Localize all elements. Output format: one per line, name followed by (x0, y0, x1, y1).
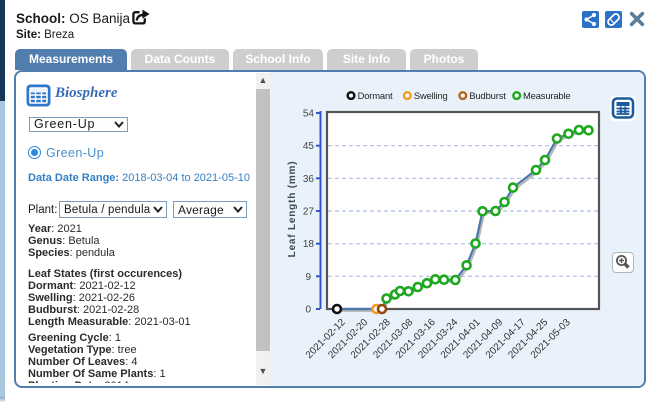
svg-text:9: 9 (305, 272, 311, 283)
svg-text:54: 54 (303, 109, 315, 120)
svg-text:18: 18 (303, 239, 315, 250)
svg-text:27: 27 (303, 207, 315, 218)
svg-text:Measurable: Measurable (523, 90, 571, 101)
svg-text:0: 0 (305, 305, 311, 316)
svg-text:Leaf Length (mm): Leaf Length (mm) (287, 161, 298, 258)
svg-text:Dormant: Dormant (358, 90, 393, 101)
svg-text:Budburst: Budburst (469, 90, 506, 101)
svg-text:Swelling: Swelling (414, 90, 448, 101)
svg-text:36: 36 (303, 174, 315, 185)
svg-text:45: 45 (303, 141, 315, 152)
